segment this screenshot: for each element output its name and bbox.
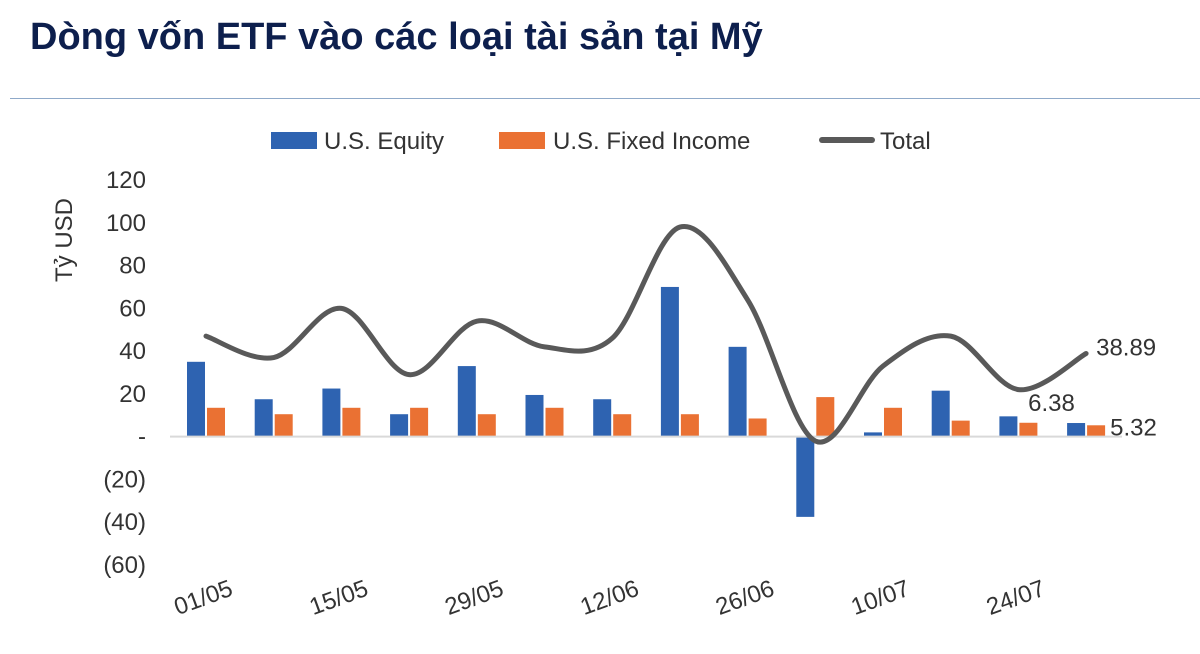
bar-us-equity (525, 394, 544, 437)
data-label-us-fixed-income: 5.32 (1110, 414, 1157, 441)
bar-us-fixed-income (545, 407, 564, 437)
bar-us-equity (864, 432, 882, 437)
x-tick-label: 24/07 (983, 575, 1049, 621)
y-tick-label: (60) (103, 552, 146, 579)
bar-us-equity (660, 286, 679, 437)
bar-us-equity (457, 366, 476, 437)
legend: U.S. Equity U.S. Fixed Income Total (271, 128, 931, 155)
bar-us-fixed-income (884, 407, 902, 437)
bar-us-fixed-income (680, 414, 699, 437)
bar-us-fixed-income (477, 414, 496, 437)
bar-us-fixed-income (207, 407, 225, 437)
bar-us-fixed-income (613, 414, 632, 437)
bar-us-equity (1067, 423, 1086, 437)
bar-us-equity (254, 399, 273, 437)
bar-us-fixed-income (1087, 425, 1106, 437)
y-tick-label: 60 (119, 295, 146, 322)
bar-us-equity (593, 399, 612, 437)
bar-us-equity (187, 361, 205, 437)
x-tick-label: 29/05 (441, 575, 507, 621)
y-tick-label: 40 (119, 338, 146, 365)
bar-us-fixed-income (342, 407, 361, 437)
x-tick-label: 10/07 (848, 575, 914, 621)
bar-us-fixed-income (748, 418, 767, 437)
x-tick-label: 26/06 (712, 575, 778, 621)
legend-label-total: Total (880, 128, 931, 155)
data-label-us-equity: 6.38 (1028, 390, 1075, 417)
bar-us-equity (390, 414, 409, 437)
y-tick-label: 120 (106, 167, 146, 194)
x-axis-ticks: 01/05 15/05 29/05 12/06 26/06 10/07 24/07 (171, 575, 1049, 621)
bar-us-fixed-income (816, 397, 835, 437)
x-tick-label: 15/05 (306, 575, 372, 621)
y-axis-ticks: 120 100 80 60 40 20 - (20) (40) (60) (103, 167, 146, 579)
y-axis-title: Tỷ USD (51, 198, 78, 282)
legend-swatch-equity (271, 132, 317, 149)
y-tick-label: 100 (106, 210, 146, 237)
legend-label-fixed-income: U.S. Fixed Income (553, 128, 750, 155)
data-labels: 38.89 6.38 5.32 (1028, 334, 1157, 441)
legend-swatch-fixed-income (499, 132, 545, 149)
y-tick-label: (20) (103, 466, 146, 493)
bar-us-fixed-income (1019, 422, 1038, 437)
total-series-line (203, 224, 1089, 445)
page-title: Dòng vốn ETF vào các loại tài sản tại Mỹ (30, 16, 763, 58)
x-tick-label: 01/05 (171, 575, 237, 621)
bar-us-fixed-income (410, 407, 429, 437)
y-tick-label: - (138, 424, 146, 451)
y-tick-label: 80 (119, 253, 146, 280)
x-tick-label: 12/06 (577, 575, 643, 621)
title-divider (10, 98, 1200, 99)
bar-us-equity (931, 390, 950, 437)
bar-us-equity (796, 436, 815, 517)
bars (187, 286, 1106, 517)
y-tick-label: 20 (119, 381, 146, 408)
bar-us-fixed-income (274, 414, 293, 437)
y-tick-label: (40) (103, 509, 146, 536)
bar-us-fixed-income (951, 420, 970, 437)
data-label-total: 38.89 (1096, 334, 1156, 361)
bar-us-equity (728, 346, 747, 437)
bar-us-equity (999, 416, 1018, 437)
bar-us-equity (322, 388, 341, 437)
legend-label-equity: U.S. Equity (324, 128, 444, 155)
